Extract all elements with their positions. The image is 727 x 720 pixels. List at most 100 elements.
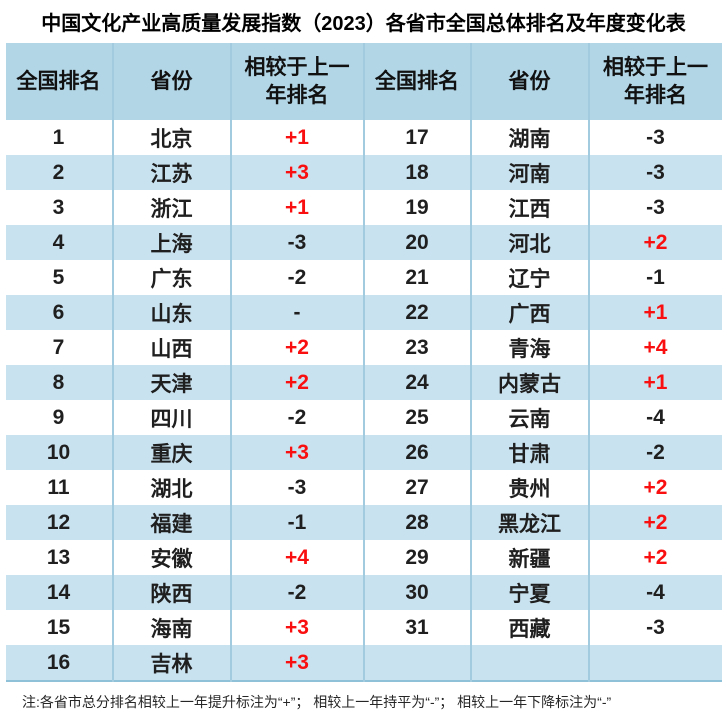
province-cell: 新疆 — [469, 540, 589, 575]
column-header-rank: 全国排名 — [362, 43, 471, 120]
rank-cell: 16 — [5, 645, 113, 681]
rank-cell: 30 — [362, 575, 471, 610]
footnote: 注:各省市总分排名相较上一年提升标注为“+”； 相较上一年持平为“-”； 相较上… — [22, 694, 612, 710]
change-cell: +2 — [587, 225, 722, 260]
change-cell: -4 — [587, 575, 722, 610]
rank-cell: 19 — [362, 190, 471, 225]
table-row: 10 重庆 +3 26 甘肃 -2 — [5, 435, 722, 470]
rank-cell: 25 — [362, 400, 471, 435]
rank-cell: 24 — [362, 365, 471, 400]
rank-cell: 3 — [5, 190, 113, 225]
change-cell: +1 — [229, 120, 364, 155]
province-cell: 湖北 — [111, 470, 231, 505]
change-cell: +2 — [229, 365, 364, 400]
province-cell: 河南 — [469, 155, 589, 190]
rank-cell: 6 — [5, 295, 113, 330]
column-header-change: 相较于上一年排名 — [587, 43, 722, 120]
rank-cell: 13 — [5, 540, 113, 575]
column-header-province: 省份 — [469, 43, 589, 120]
change-cell: -3 — [229, 225, 364, 260]
table-row: 7 山西 +2 23 青海 +4 — [5, 330, 722, 365]
table-row: 5 广东 -2 21 辽宁 -1 — [5, 260, 722, 295]
rank-cell: 17 — [362, 120, 471, 155]
province-cell: 甘肃 — [469, 435, 589, 470]
rank-cell: 1 — [5, 120, 113, 155]
change-cell: +1 — [587, 365, 722, 400]
rank-cell: 9 — [5, 400, 113, 435]
province-cell: 云南 — [469, 400, 589, 435]
change-cell: -3 — [587, 610, 722, 645]
province-cell: 上海 — [111, 225, 231, 260]
change-cell: +3 — [229, 155, 364, 190]
rank-cell: 2 — [5, 155, 113, 190]
change-cell: -2 — [229, 260, 364, 295]
rank-cell: 4 — [5, 225, 113, 260]
province-cell: 西藏 — [469, 610, 589, 645]
province-cell: 福建 — [111, 505, 231, 540]
table-header: 全国排名 省份 相较于上一年排名 全国排名 省份 相较于上一年排名 — [5, 43, 722, 120]
province-cell: 海南 — [111, 610, 231, 645]
change-cell: -3 — [587, 120, 722, 155]
rank-cell: 7 — [5, 330, 113, 365]
table-row: 12 福建 -1 28 黑龙江 +2 — [5, 505, 722, 540]
rank-cell: 22 — [362, 295, 471, 330]
province-cell: 北京 — [111, 120, 231, 155]
province-cell: 天津 — [111, 365, 231, 400]
table-row: 16 吉林 +3 — [5, 645, 722, 681]
page-title: 中国文化产业高质量发展指数（2023）各省市全国总体排名及年度变化表 — [41, 13, 686, 35]
province-cell: 河北 — [469, 225, 589, 260]
province-cell: 青海 — [469, 330, 589, 365]
change-cell: +2 — [587, 470, 722, 505]
province-cell: 江苏 — [111, 155, 231, 190]
change-cell: +3 — [229, 610, 364, 645]
change-cell: -2 — [229, 575, 364, 610]
ranking-table: 全国排名 省份 相较于上一年排名 全国排名 省份 相较于上一年排名 1 北京 +1 17 湖南 -3… — [5, 43, 722, 682]
province-cell: 重庆 — [111, 435, 231, 470]
rank-cell: 21 — [362, 260, 471, 295]
rank-cell — [362, 645, 471, 681]
province-cell: 山东 — [111, 295, 231, 330]
table-row: 4 上海 -3 20 河北 +2 — [5, 225, 722, 260]
rank-cell: 29 — [362, 540, 471, 575]
province-cell: 广西 — [469, 295, 589, 330]
province-cell: 宁夏 — [469, 575, 589, 610]
province-cell: 内蒙古 — [469, 365, 589, 400]
province-cell — [469, 645, 589, 681]
province-cell: 浙江 — [111, 190, 231, 225]
rank-cell: 28 — [362, 505, 471, 540]
change-cell: -1 — [229, 505, 364, 540]
province-cell: 黑龙江 — [469, 505, 589, 540]
province-cell: 广东 — [111, 260, 231, 295]
province-cell: 辽宁 — [469, 260, 589, 295]
change-cell: -2 — [587, 435, 722, 470]
change-cell: +2 — [587, 540, 722, 575]
change-cell: +1 — [587, 295, 722, 330]
province-cell: 安徽 — [111, 540, 231, 575]
table-row: 11 湖北 -3 27 贵州 +2 — [5, 470, 722, 505]
change-cell: +3 — [229, 435, 364, 470]
rank-cell: 5 — [5, 260, 113, 295]
column-header-change: 相较于上一年排名 — [229, 43, 364, 120]
rank-cell: 18 — [362, 155, 471, 190]
rank-cell: 26 — [362, 435, 471, 470]
change-cell: -1 — [587, 260, 722, 295]
rank-cell: 14 — [5, 575, 113, 610]
province-cell: 陕西 — [111, 575, 231, 610]
province-cell: 江西 — [469, 190, 589, 225]
change-cell: -3 — [229, 470, 364, 505]
table-row: 15 海南 +3 31 西藏 -3 — [5, 610, 722, 645]
rank-cell: 10 — [5, 435, 113, 470]
change-cell: +2 — [587, 505, 722, 540]
province-cell: 山西 — [111, 330, 231, 365]
rank-cell: 11 — [5, 470, 113, 505]
table-row: 14 陕西 -2 30 宁夏 -4 — [5, 575, 722, 610]
rank-cell: 23 — [362, 330, 471, 365]
change-cell: +1 — [229, 190, 364, 225]
column-header-province: 省份 — [111, 43, 231, 120]
change-cell: +2 — [229, 330, 364, 365]
rank-cell: 12 — [5, 505, 113, 540]
column-header-rank: 全国排名 — [5, 43, 113, 120]
table-body: 1 北京 +1 17 湖南 -3 2 江苏 +3 18 河南 -3 3 浙江 +1 19 江西 -3 4 上海 -3 20… — [5, 120, 722, 681]
change-cell: +4 — [587, 330, 722, 365]
